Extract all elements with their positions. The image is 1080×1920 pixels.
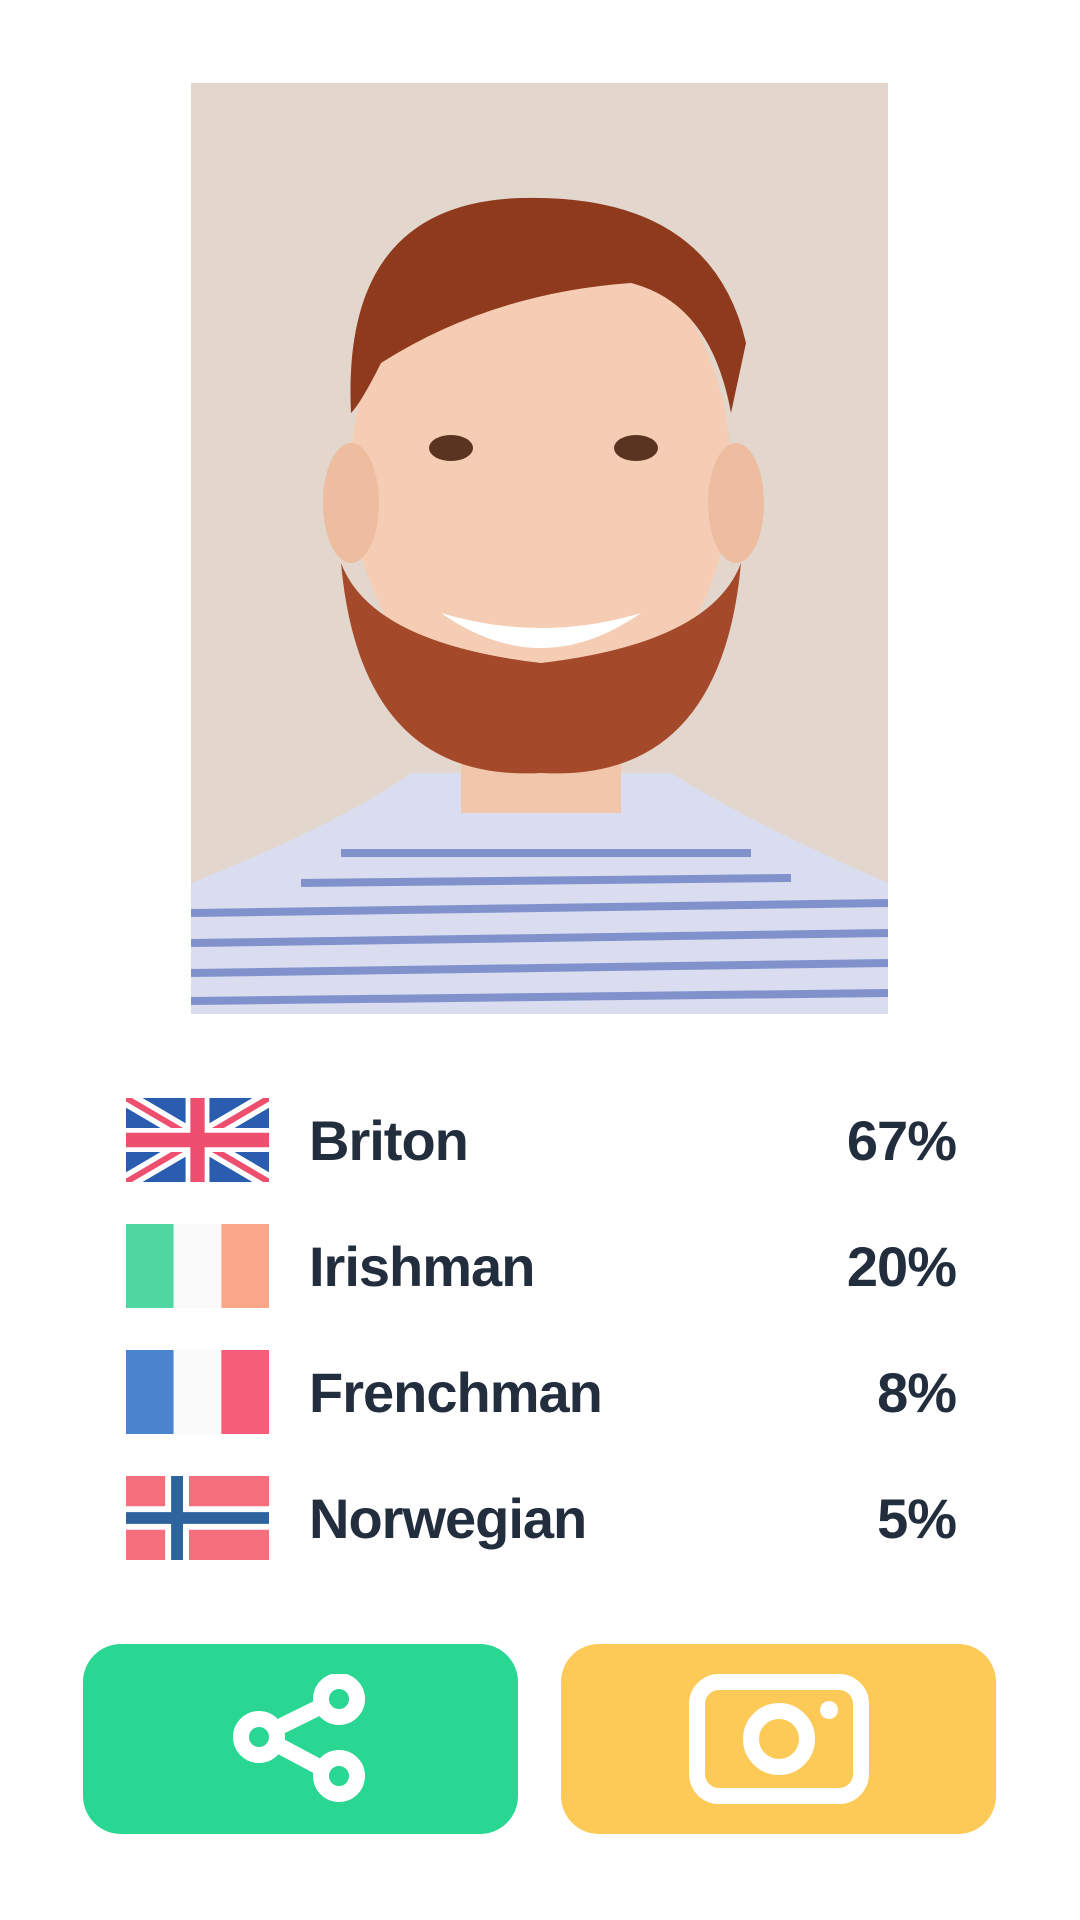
nationality-label: Irishman (309, 1234, 535, 1298)
uk-flag-icon (126, 1098, 269, 1182)
nationality-label: Briton (309, 1108, 469, 1172)
share-button[interactable] (83, 1644, 518, 1834)
result-row: Irishman 20% (126, 1224, 957, 1308)
norway-flag-icon (126, 1476, 269, 1560)
nationality-label: Norwegian (309, 1486, 587, 1550)
nationality-percent: 8% (877, 1360, 957, 1424)
nationality-percent: 5% (877, 1486, 957, 1550)
france-flag-icon (126, 1350, 269, 1434)
nationality-percent: 67% (846, 1108, 957, 1172)
camera-icon (688, 1674, 869, 1804)
portrait-photo (191, 83, 888, 1014)
ireland-flag-icon (126, 1224, 269, 1308)
nationality-label: Frenchman (309, 1360, 603, 1424)
result-row: Norwegian 5% (126, 1476, 957, 1560)
camera-button[interactable] (561, 1644, 996, 1834)
nationality-percent: 20% (846, 1234, 957, 1298)
result-row: Frenchman 8% (126, 1350, 957, 1434)
result-row: Briton 67% (126, 1098, 957, 1182)
share-icon (232, 1674, 365, 1802)
